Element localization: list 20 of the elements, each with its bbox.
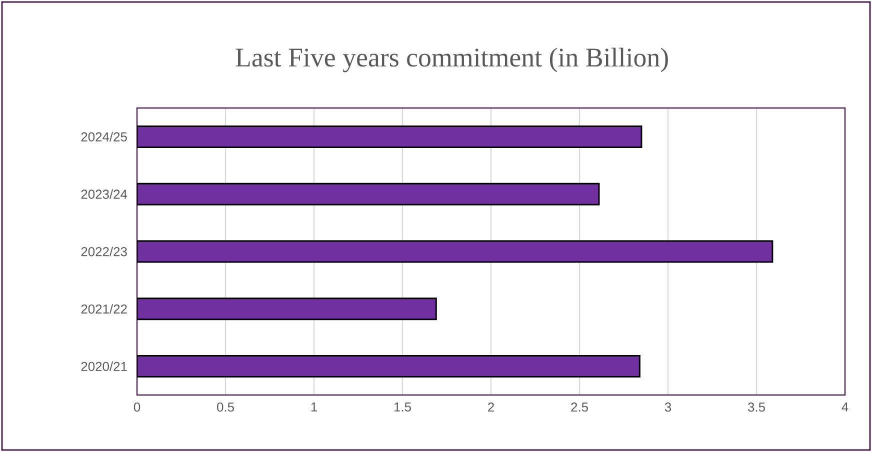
bar xyxy=(137,125,642,148)
y-tick-label: 2024/25 xyxy=(81,132,127,142)
x-tick-label: 4 xyxy=(842,402,848,412)
bar xyxy=(137,240,774,263)
x-tick-label: 1.5 xyxy=(394,402,411,412)
x-tick-label: 2 xyxy=(488,402,494,412)
x-tick-label: 0 xyxy=(134,402,140,412)
x-tick-label: 0.5 xyxy=(217,402,234,412)
x-tick-label: 1 xyxy=(311,402,317,412)
y-tick-label: 2023/24 xyxy=(81,189,128,199)
x-tick-label: 3.5 xyxy=(748,402,765,412)
x-tick-label: 3 xyxy=(664,402,672,412)
y-tick-label: 2022/23 xyxy=(81,246,127,256)
bar xyxy=(137,298,437,320)
chart-title: Last Five years commitment (in Billion) xyxy=(236,48,668,72)
x-tick-label: 2.5 xyxy=(571,402,588,412)
bar xyxy=(137,182,600,206)
y-tick-label: 2020/21 xyxy=(81,362,127,372)
y-tick-label: 2021/22 xyxy=(81,304,127,314)
bar xyxy=(137,355,640,378)
